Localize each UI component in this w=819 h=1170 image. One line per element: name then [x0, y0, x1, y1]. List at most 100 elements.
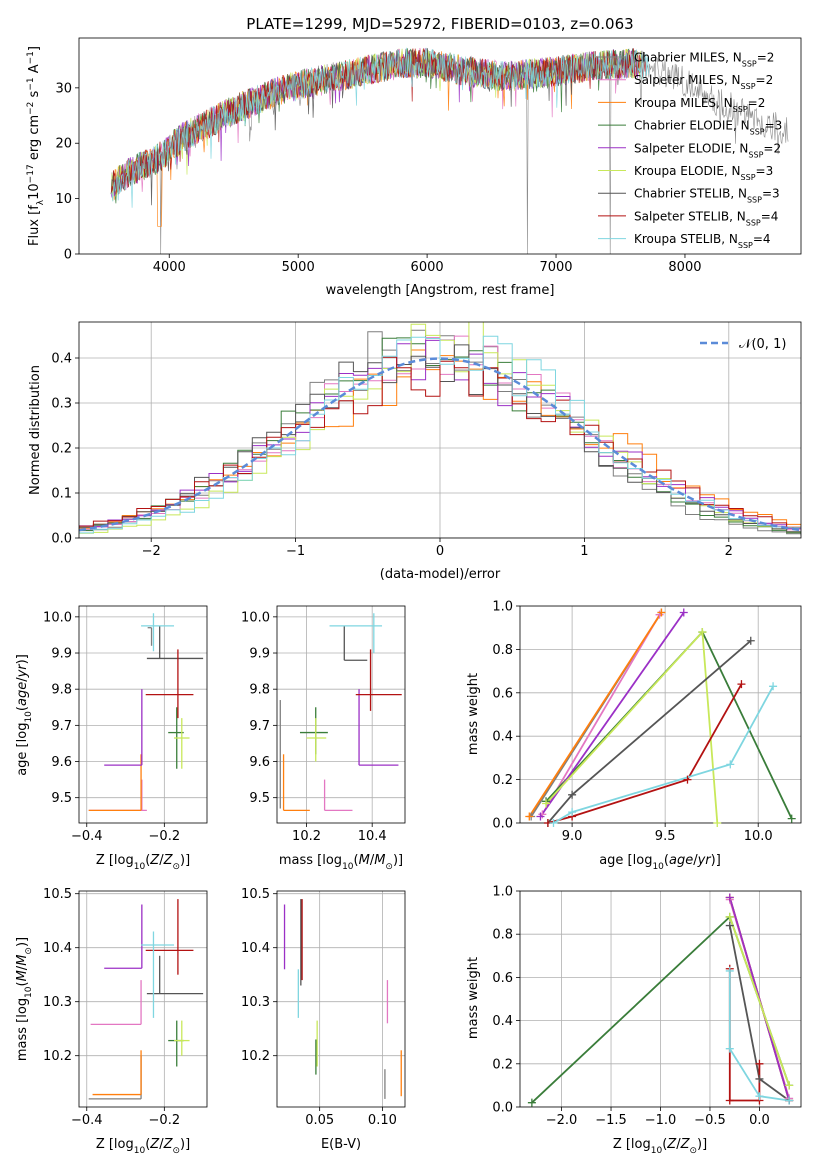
- x-tick-label: −1: [286, 544, 305, 559]
- axes-spectrum: 4000 5000 6000 7000 8000 0 10 20 30 wavelength [A…: [26, 37, 802, 298]
- weight-line: [728, 970, 790, 1102]
- y-tick-label: 0: [64, 248, 72, 263]
- weight-marker: [527, 1098, 536, 1107]
- y-tick-label: 0.4: [492, 730, 513, 745]
- weight-marker: [746, 636, 755, 645]
- x-tick-label: −1.0: [645, 1113, 677, 1128]
- weight-line: [541, 614, 661, 815]
- y-axis-label: mass [log10(M/M⊙)]: [15, 937, 34, 1061]
- weight-marker: [785, 1096, 794, 1105]
- plot-area-age_vs_mass: [277, 606, 405, 823]
- axes-frame: [78, 37, 802, 255]
- x-tick-label: −1.5: [595, 1113, 627, 1128]
- y-tick-label: 0.4: [51, 352, 72, 367]
- x-axis-label: (data-model)/error: [380, 567, 501, 582]
- weight-marker: [737, 680, 746, 689]
- x-tick-label: 0: [436, 544, 444, 559]
- weight-marker: [725, 966, 734, 975]
- x-tick-label: 7000: [539, 260, 572, 275]
- x-tick-label: 0.0: [749, 1113, 770, 1128]
- weight-marker: [725, 912, 734, 921]
- y-tick-label: 10.4: [43, 941, 72, 956]
- y-tick-label: 9.7: [249, 719, 270, 734]
- y-tick-label: 1.0: [492, 885, 513, 900]
- axes-residuals: −2 −1 0 1 2 0.0 0.1 0.2 0.3 0.4 𝒩(0, 1) (data-model…: [28, 321, 802, 582]
- x-axis-label: Z [log10(Z/Z⊙)]: [96, 853, 190, 872]
- x-tick-label: 9.5: [655, 829, 676, 844]
- y-tick-label: 0.1: [51, 487, 72, 502]
- axes-frame: [519, 605, 802, 824]
- histogram-step: [79, 356, 801, 529]
- y-tick-label: 0.2: [51, 442, 72, 457]
- x-tick-label: −0.2: [149, 829, 181, 844]
- weight-marker: [725, 921, 734, 930]
- weight-marker: [679, 608, 688, 617]
- weight-line: [553, 685, 774, 823]
- axes-mass_vs_Z: −0.4 −0.2 10.2 10.3 10.4 10.5 Z [log10(Z/Z⊙)] m…: [15, 887, 208, 1156]
- plot-area-spectrum: [110, 47, 789, 254]
- normal-curve: [79, 357, 801, 532]
- x-axis-label: wavelength [Angstrom, rest frame]: [326, 283, 555, 298]
- y-tick-label: 9.9: [51, 647, 72, 662]
- weight-marker: [568, 790, 577, 799]
- y-tick-label: 0.2: [492, 1057, 513, 1072]
- legend-label: Chabrier MILES, NSSP=2: [634, 51, 774, 69]
- weight-marker: [769, 682, 778, 691]
- axes-mass_vs_ebv: 0.05 0.10 10.2 10.3 10.4 10.5 E(B-V): [241, 887, 406, 1152]
- weight-line: [545, 630, 793, 820]
- plot-area-mass_weight_vs_Z: [520, 891, 801, 1107]
- plot-area-age_vs_Z: [79, 606, 207, 823]
- x-tick-label: 8000: [668, 260, 701, 275]
- figure-title: PLATE=1299, MJD=52972, FIBERID=0103, z=0…: [246, 15, 633, 33]
- legend: Chabrier MILES, NSSP=2 Salpeter MILES, NS…: [598, 51, 782, 250]
- y-tick-label: 0.0: [492, 1101, 513, 1116]
- x-tick-label: 2: [725, 544, 733, 559]
- y-tick-label: 9.8: [51, 683, 72, 698]
- x-tick-label: −0.4: [71, 1113, 103, 1128]
- y-tick-label: 9.6: [249, 755, 270, 770]
- spectrum-line: [110, 47, 644, 206]
- legend-label: Salpeter MILES, NSSP=2: [634, 73, 773, 91]
- y-axis-label: mass weight: [466, 673, 481, 755]
- x-tick-label: −0.4: [71, 829, 103, 844]
- y-tick-label: 9.8: [249, 683, 270, 698]
- axes-age_vs_Z: −0.4 −0.2 9.5 9.6 9.7 9.8 9.9 10.0 Z [log10(Z/Z⊙…: [15, 605, 208, 872]
- axes-frame: [78, 890, 208, 1108]
- y-tick-label: 9.6: [51, 755, 72, 770]
- legend-label: 𝒩(0, 1): [739, 337, 786, 352]
- y-tick-label: 10.2: [43, 1049, 72, 1064]
- plot-area-mass_vs_ebv: [277, 891, 405, 1107]
- x-tick-label: 6000: [411, 260, 444, 275]
- histogram-step: [79, 335, 801, 535]
- weight-marker: [725, 1096, 734, 1105]
- y-tick-label: 10.0: [43, 610, 72, 625]
- axes-frame: [78, 605, 208, 824]
- weight-marker: [683, 775, 692, 784]
- weight-marker: [787, 814, 796, 823]
- y-tick-label: 10.5: [43, 887, 72, 902]
- spectrum-line: [110, 47, 650, 208]
- weight-marker: [713, 819, 722, 827]
- legend-label: Chabrier STELIB, NSSP=3: [634, 187, 780, 205]
- y-tick-label: 9.5: [51, 791, 72, 806]
- y-tick-label: 0.3: [51, 397, 72, 412]
- y-tick-label: 10.2: [241, 1049, 270, 1064]
- weight-marker: [725, 893, 734, 902]
- weight-marker: [755, 1074, 764, 1083]
- x-tick-label: −0.5: [694, 1113, 726, 1128]
- y-tick-label: 10.4: [241, 941, 270, 956]
- weight-marker: [755, 1092, 764, 1101]
- y-tick-label: 10.5: [241, 887, 270, 902]
- x-tick-label: 10.4: [358, 829, 387, 844]
- y-tick-label: 10: [55, 192, 72, 207]
- weight-marker: [725, 1044, 734, 1053]
- legend-label: Kroupa ELODIE, NSSP=3: [634, 164, 773, 182]
- legend-label: Salpeter STELIB, NSSP=4: [634, 209, 778, 227]
- y-axis-label: mass weight: [466, 957, 481, 1039]
- y-tick-label: 0.4: [492, 1014, 513, 1029]
- weight-marker: [568, 808, 577, 817]
- weight-marker: [549, 819, 558, 827]
- x-tick-label: −0.2: [149, 1113, 181, 1128]
- y-tick-label: 0.0: [51, 532, 72, 547]
